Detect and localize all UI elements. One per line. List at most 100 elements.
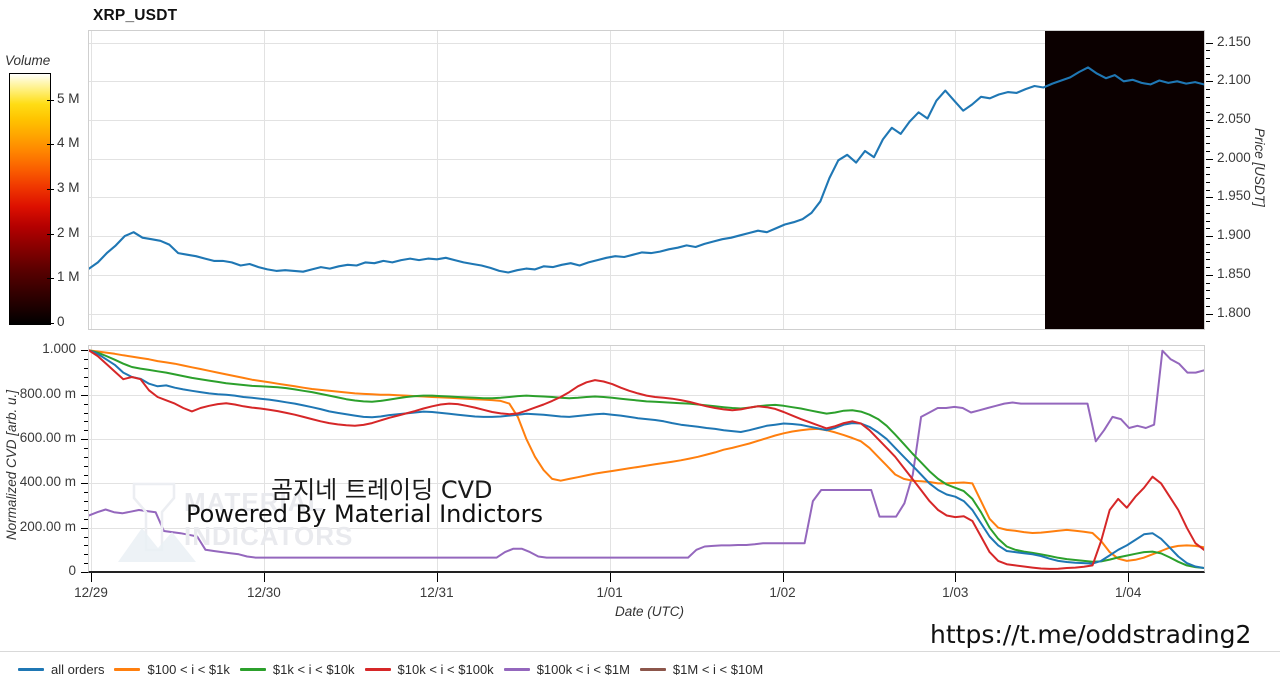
- date-tick: [782, 573, 784, 582]
- colorbar-tick: [47, 323, 54, 324]
- price-minor-tick: [1206, 73, 1210, 75]
- cvd-tick: [81, 394, 88, 396]
- date-tick: [609, 573, 611, 582]
- cvd-minor-tick: [84, 501, 88, 503]
- colorbar-tick-label: 0: [57, 314, 65, 329]
- gridline-horizontal: [89, 81, 1204, 83]
- date-tick: [436, 573, 438, 582]
- price-minor-tick: [1206, 205, 1210, 207]
- legend-items: all orders $100 < i < $1k $1k < i < $10k $1…: [18, 662, 763, 677]
- legend-label: $1k < i < $10k: [272, 662, 355, 677]
- cvd-tick-label: 600.00 m: [19, 430, 76, 446]
- price-tick-label: 1.800: [1217, 304, 1251, 320]
- colorbar-tick-label: 5 M: [57, 90, 80, 106]
- legend-swatch: [239, 667, 266, 672]
- date-tick-label: 1/01: [596, 585, 623, 600]
- gridline-vertical: [609, 31, 611, 329]
- price-minor-tick: [1206, 251, 1210, 253]
- price-tick: [1206, 120, 1213, 121]
- price-tick: [1206, 158, 1213, 160]
- legend-item-5[interactable]: $1M < i < $10M: [639, 662, 763, 677]
- cvd-tick-label: 800.00 m: [19, 385, 76, 401]
- telegram-url[interactable]: https://t.me/oddstrading2: [930, 620, 1252, 649]
- cvd-minor-tick: [84, 430, 88, 432]
- gridline-horizontal: [89, 350, 1204, 352]
- legend-item-1[interactable]: $100 < i < $1k: [114, 662, 230, 677]
- date-axis-title: Date (UTC): [615, 604, 685, 619]
- price-minor-tick: [1206, 220, 1210, 222]
- price-minor-tick: [1206, 96, 1210, 98]
- cvd-minor-tick: [84, 510, 88, 511]
- cvd-lines: [89, 346, 1204, 572]
- price-minor-tick: [1206, 174, 1210, 176]
- cvd-tick-label: 1.000: [42, 341, 76, 357]
- gridline-vertical: [91, 31, 92, 329]
- price-minor-tick: [1206, 321, 1210, 323]
- colorbar-tick: [47, 189, 54, 191]
- gridline-vertical: [91, 346, 92, 571]
- gridline-vertical: [782, 346, 784, 571]
- legend-item-2[interactable]: $1k < i < $10k: [239, 662, 355, 677]
- price-minor-tick: [1206, 305, 1210, 307]
- legend-swatch: [503, 667, 530, 672]
- price-minor-tick: [1206, 135, 1210, 137]
- cvd-minor-tick: [84, 403, 88, 405]
- date-tick: [263, 573, 265, 582]
- legend-item-4[interactable]: $100k < i < $1M: [503, 662, 630, 677]
- price-minor-tick: [1206, 189, 1210, 191]
- price-tick: [1206, 236, 1213, 238]
- price-minor-tick: [1206, 166, 1210, 168]
- price-tick-label: 1.850: [1217, 265, 1251, 281]
- legend-swatch: [18, 667, 44, 672]
- gridline-vertical: [955, 346, 957, 571]
- cvd-minor-tick: [84, 492, 88, 494]
- colorbar-tick: [47, 144, 54, 146]
- cvd-tick: [81, 439, 88, 441]
- cvd-minor-tick: [84, 368, 88, 370]
- cvd-panel: [88, 345, 1205, 573]
- date-tick-label: 12/31: [419, 585, 454, 600]
- price-tick-label: 2.150: [1217, 33, 1251, 49]
- price-minor-tick: [1206, 50, 1210, 52]
- price-minor-tick: [1206, 143, 1210, 145]
- colorbar-tick-label: 3 M: [57, 180, 80, 196]
- price-axis-title: Price [USDT]: [1252, 128, 1267, 207]
- cvd-tick-label: 400.00 m: [19, 474, 76, 490]
- gridline-horizontal: [89, 197, 1204, 199]
- legend-label: all orders: [51, 662, 105, 677]
- date-tick-label: 12/29: [74, 585, 108, 600]
- colorbar-tick: [47, 99, 54, 101]
- legend-label: $10k < i < $100k: [397, 662, 494, 677]
- date-tick-label: 1/02: [769, 585, 796, 600]
- cvd-tick-label: 200.00 m: [19, 518, 76, 534]
- date-tick-label: 12/30: [246, 585, 281, 600]
- cvd-tick: [81, 527, 88, 529]
- cvd-minor-tick: [84, 385, 88, 387]
- page-title: XRP_USDT: [93, 7, 178, 24]
- legend-item-3[interactable]: $10k < i < $100k: [364, 662, 494, 677]
- overlay-title-korean: 곰지네 트레이딩 CVD: [271, 476, 493, 504]
- date-tick-label: 1/04: [1115, 585, 1142, 600]
- date-tick-label: 1/03: [942, 585, 969, 600]
- price-heatmap-panel: [88, 30, 1205, 330]
- gridline-horizontal: [89, 120, 1204, 121]
- cvd-minor-tick: [84, 421, 88, 423]
- cvd-minor-tick: [84, 412, 88, 414]
- price-minor-tick: [1206, 127, 1210, 129]
- price-minor-tick: [1206, 228, 1210, 230]
- price-minor-tick: [1206, 282, 1210, 284]
- price-tick: [1206, 274, 1213, 276]
- colorbar-tick-label: 1 M: [57, 269, 80, 285]
- price-minor-tick: [1206, 290, 1210, 292]
- gridline-horizontal: [89, 572, 1204, 573]
- price-minor-tick: [1206, 267, 1210, 269]
- cvd-minor-tick: [84, 456, 88, 458]
- cvd-tick: [81, 572, 88, 573]
- colorbar-tick: [47, 278, 54, 280]
- legend-swatch: [364, 667, 391, 672]
- cvd-minor-tick: [84, 563, 88, 565]
- legend-item-0[interactable]: all orders: [18, 662, 104, 677]
- volume-colorbar: [9, 73, 51, 325]
- colorbar-tick: [47, 233, 54, 235]
- price-tick: [1206, 42, 1213, 44]
